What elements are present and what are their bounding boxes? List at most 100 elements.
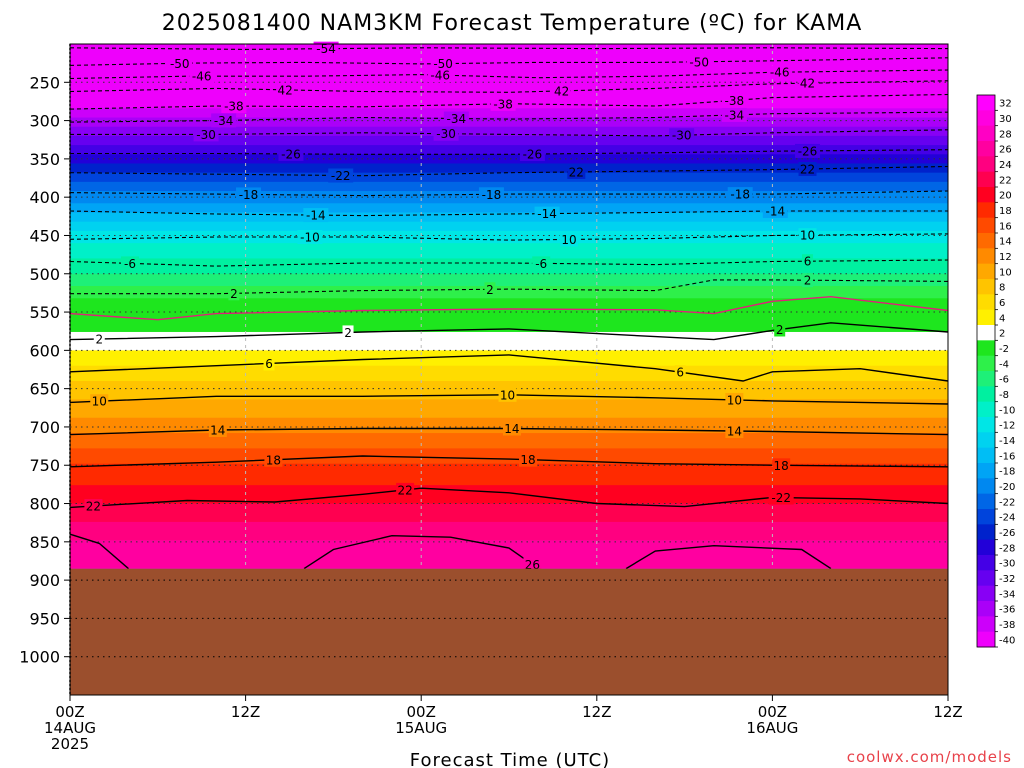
temperature-band <box>70 304 948 309</box>
contour-label: -18 <box>482 188 502 202</box>
contour-line <box>69 190 949 197</box>
contour-label-bg <box>90 394 109 409</box>
colorbar-label: 16 <box>999 221 1012 232</box>
below-ground-surface <box>70 568 948 695</box>
temperature-band <box>70 347 948 351</box>
y-axis: 250 300 350 400 450 500 550 600 650 700 750 800 850 9… <box>19 73 70 667</box>
colorbar-swatch <box>977 95 995 111</box>
contour-label-bg <box>433 126 459 141</box>
contour-label: -30 <box>196 128 216 142</box>
colorbar-swatch <box>977 279 995 295</box>
colorbar-swatch <box>977 233 995 249</box>
colorbar-label: -4 <box>999 359 1009 370</box>
contour-line <box>70 129 949 137</box>
temperature-band <box>70 485 948 489</box>
contour-label-bg <box>263 356 275 371</box>
contour-label-bg <box>686 54 712 69</box>
contour-label: 6 <box>676 366 684 380</box>
temperature-band <box>70 203 948 207</box>
contour-label-bg <box>189 69 215 84</box>
temperature-band <box>70 44 948 48</box>
temperature-band <box>70 488 948 492</box>
colorbar-swatch <box>977 187 995 203</box>
x-tick-label: 00Z <box>407 703 436 721</box>
colorbar-label: -30 <box>999 559 1015 570</box>
temperature-band <box>70 194 948 198</box>
contour-label: 18 <box>266 453 281 467</box>
colorbar-label: -14 <box>999 436 1015 447</box>
contour-label-bg <box>762 203 788 218</box>
temperature-band <box>70 132 948 137</box>
temperature-band <box>70 417 948 422</box>
temperature-band <box>70 154 948 158</box>
contour-line <box>69 233 949 241</box>
contour-label: 10 <box>500 388 515 402</box>
contour-label: 22 <box>800 162 815 176</box>
temperature-band <box>70 233 948 238</box>
y-tick-label: 1000 <box>19 648 60 667</box>
colorbar-swatch <box>977 386 995 403</box>
temperature-band <box>70 310 948 315</box>
temperature-band <box>70 47 948 51</box>
temperature-band <box>70 209 948 214</box>
temperature-band <box>70 148 948 152</box>
contour-label-bg <box>798 161 817 176</box>
contour-label-bg <box>297 230 323 245</box>
temperature-band <box>70 380 948 385</box>
temperature-band <box>70 181 948 186</box>
temperature-band <box>70 512 948 517</box>
colorbar-label: 28 <box>999 129 1012 140</box>
temperature-band <box>70 531 948 535</box>
contour-label-bg <box>221 99 247 114</box>
temperature-band <box>70 197 948 201</box>
temperature-band <box>70 218 948 223</box>
temperature-band <box>70 295 948 299</box>
temperature-band <box>70 325 948 330</box>
temperature-band <box>70 411 948 416</box>
temperature-band <box>70 276 948 281</box>
colorbar-label: 6 <box>999 298 1005 309</box>
contour-label-bg <box>484 282 496 297</box>
contour-label-bg <box>767 65 793 80</box>
colorbar-swatch <box>977 493 995 510</box>
contour-label: 42 <box>800 77 815 91</box>
temperature-band <box>70 359 948 364</box>
contour-label: -38 <box>725 94 745 108</box>
temperature-band <box>70 509 948 514</box>
contour-label-bg <box>193 127 219 142</box>
credit-link[interactable]: coolwx.com/models <box>847 748 1012 766</box>
temperature-band <box>70 169 948 174</box>
y-tick-label: 800 <box>29 495 60 514</box>
contour-label: -34 <box>725 108 745 122</box>
contour-label-bg <box>519 147 545 162</box>
contour-label: -22 <box>331 169 351 183</box>
colorbar-label: -26 <box>999 528 1015 539</box>
temperature-band <box>70 442 948 446</box>
contour-label-bg <box>519 452 538 467</box>
temperature-band <box>70 243 948 247</box>
temperature-band <box>70 261 948 266</box>
contour-label-bg <box>798 76 817 91</box>
contour-label: -38 <box>493 97 513 111</box>
contour-label-bg <box>490 96 516 111</box>
contour-label: 2 <box>95 333 103 347</box>
contour-label: -26 <box>281 147 301 161</box>
temperature-band <box>70 567 948 570</box>
temperature-band <box>70 328 948 333</box>
contour-label: 2 <box>804 274 812 288</box>
temperature-band <box>70 129 948 134</box>
contour-line <box>69 111 949 123</box>
temperature-band <box>70 163 948 168</box>
temperature-band <box>70 264 948 269</box>
colorbar-label: -20 <box>999 482 1015 493</box>
temperature-band <box>70 316 948 321</box>
contour-label: -14 <box>306 209 326 223</box>
colorbar-swatch <box>977 202 995 219</box>
contour-label: 42 <box>554 84 569 98</box>
temperature-band <box>70 463 948 468</box>
colorbar-label: 24 <box>999 160 1012 171</box>
colorbar-label: -2 <box>999 344 1009 355</box>
colorbar-label: 8 <box>999 283 1005 294</box>
